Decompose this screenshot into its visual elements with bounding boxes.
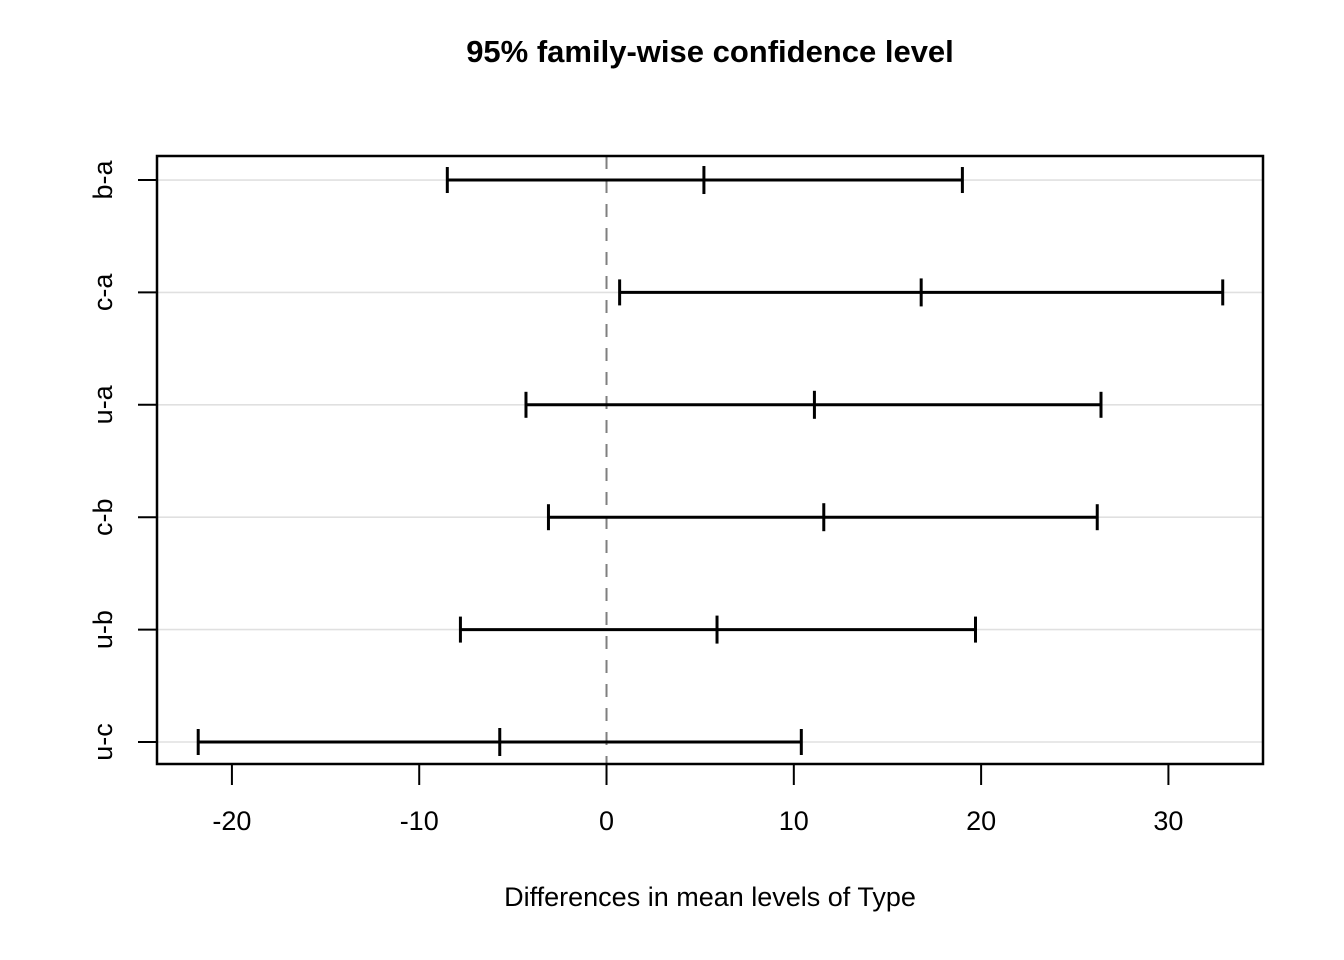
x-axis-title: Differences in mean levels of Type <box>504 882 916 912</box>
x-tick-label: 30 <box>1153 806 1183 836</box>
x-tick-label: -20 <box>212 806 251 836</box>
x-tick-label: 10 <box>779 806 809 836</box>
ci-row-c-a <box>618 278 1225 307</box>
x-tick-label: -10 <box>400 806 439 836</box>
y-tick-label: c-a <box>88 273 118 311</box>
chart-title: 95% family-wise confidence level <box>466 34 954 69</box>
ci-row-c-b <box>546 503 1099 532</box>
ci-row-u-a <box>524 390 1103 419</box>
ci-row-b-a <box>445 166 964 195</box>
plot-border <box>155 154 1265 766</box>
ci-row-u-b <box>458 615 977 644</box>
y-tick-label: u-b <box>88 610 118 649</box>
y-tick-label: u-a <box>88 384 118 424</box>
y-tick-label: c-b <box>88 498 118 536</box>
x-tick-label: 20 <box>966 806 996 836</box>
y-tick-label: u-c <box>88 723 118 761</box>
x-tick-label: 0 <box>599 806 614 836</box>
y-tick-label: b-a <box>88 160 118 200</box>
ci-row-u-c <box>196 727 803 756</box>
